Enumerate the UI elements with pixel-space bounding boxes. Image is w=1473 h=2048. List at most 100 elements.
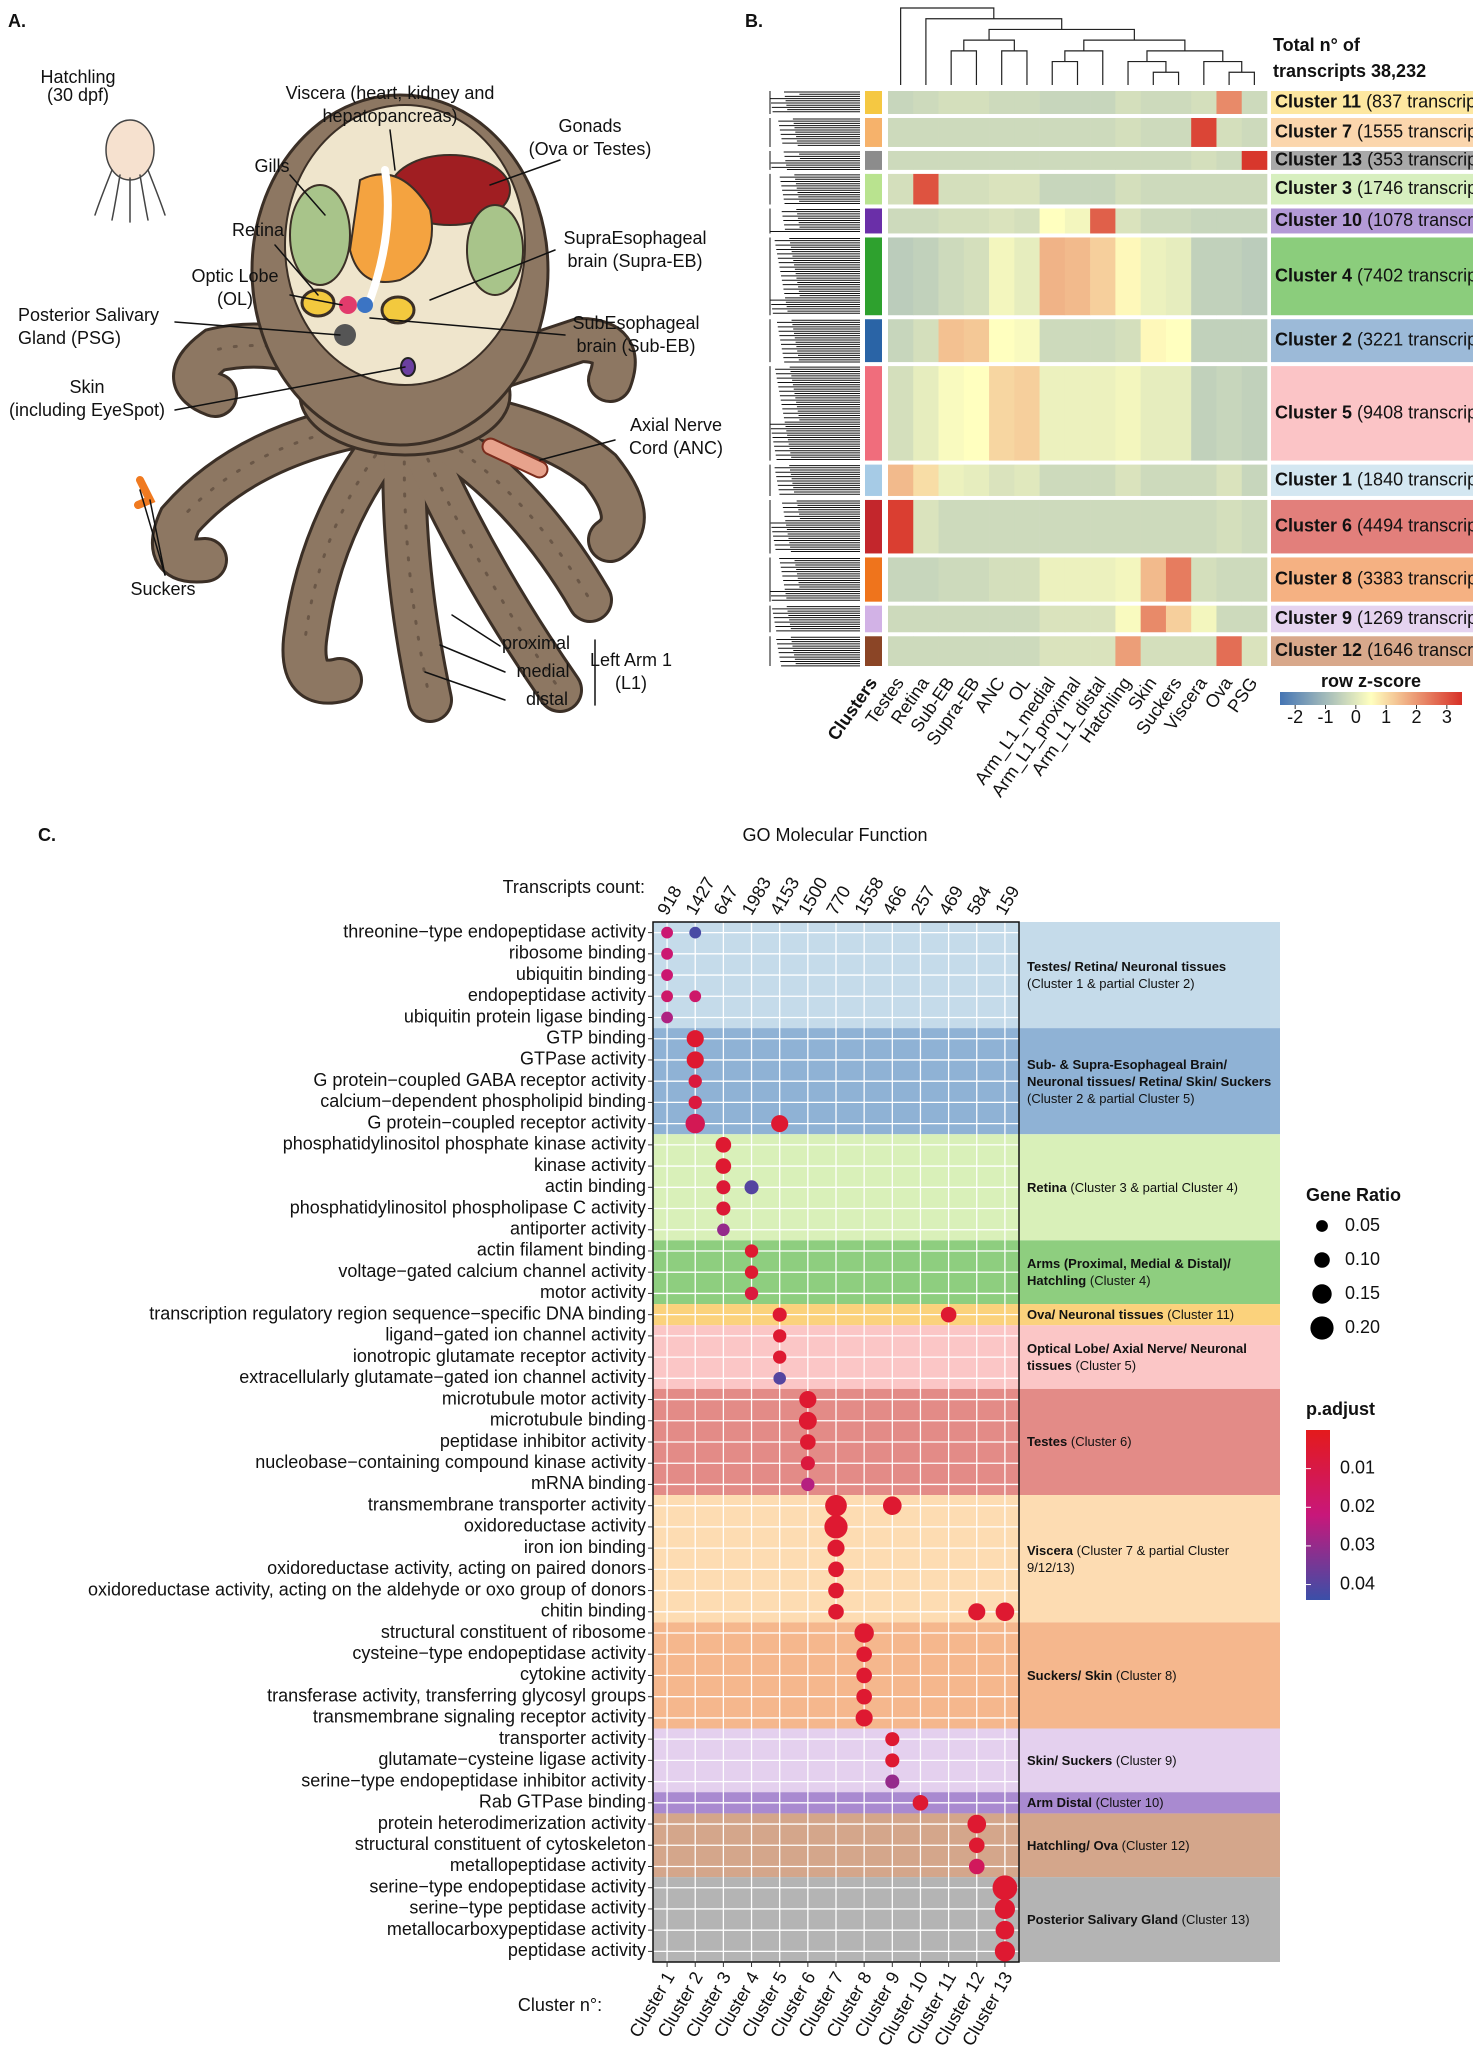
transcript-count: 469	[935, 882, 967, 918]
cluster-label: Cluster 12 (1646 transcripts)	[1275, 640, 1473, 660]
dot	[828, 1582, 844, 1599]
heatmap-cell	[1039, 636, 1066, 666]
colorbar-tick-label: 3	[1442, 707, 1452, 727]
heatmap-cell	[1216, 605, 1243, 633]
y-tick-label: glutamate−cysteine ligase activity	[378, 1749, 646, 1769]
heatmap-cell	[1115, 237, 1141, 316]
dot	[772, 1307, 787, 1322]
heatmap-cell	[963, 605, 990, 633]
legend-label: 0.15	[1345, 1283, 1380, 1303]
group-band	[653, 1877, 1280, 1962]
heatmap-cell	[1140, 208, 1167, 234]
legend-title: p.adjust	[1306, 1399, 1375, 1419]
cluster-label: Cluster 1 (1840 transcripts)	[1275, 469, 1473, 489]
dot	[885, 1753, 900, 1768]
heatmap-cell	[1241, 557, 1268, 602]
heatmap-cell	[1115, 208, 1141, 234]
heatmap-cell	[989, 605, 1015, 633]
heatmap-cell	[1165, 117, 1192, 147]
cluster-name: Cluster 7	[1275, 121, 1352, 141]
dot	[885, 1732, 900, 1747]
heatmap-cell	[1064, 117, 1091, 147]
heatmap-cell	[1014, 605, 1040, 633]
dot	[799, 1390, 817, 1409]
annotation: (L1)	[615, 673, 647, 693]
heatmap-cell	[1064, 499, 1091, 554]
colorbar	[1306, 1430, 1330, 1600]
dendrogram	[900, 7, 995, 85]
cluster-name: Cluster 11	[1275, 91, 1361, 111]
heatmap-cell	[1014, 208, 1040, 234]
cluster-count: (1078 transcripts)	[1367, 210, 1473, 230]
heatmap-cell	[989, 464, 1015, 496]
annotation: (Ova or Testes)	[529, 139, 652, 159]
heatmap-cell	[1014, 499, 1040, 554]
heatmap-cell	[1241, 464, 1268, 496]
heatmap-cell	[1039, 117, 1066, 147]
heatmap-cell	[1115, 605, 1141, 633]
dot	[828, 1561, 844, 1578]
heatmap-cell	[963, 319, 990, 363]
cluster-label: Cluster 5 (9408 transcripts)	[1275, 402, 1473, 422]
group-title: Ova/ Neuronal tissues	[1027, 1307, 1164, 1323]
group-subtitle: (Cluster 9)	[1115, 1752, 1177, 1768]
annotation: Retina	[232, 220, 285, 240]
heatmap-cell	[1090, 366, 1116, 461]
heatmap-cell	[888, 605, 914, 633]
heatmap-cell	[1064, 208, 1091, 234]
heatmap-cell	[1241, 366, 1268, 461]
heatmap-cell	[938, 150, 965, 170]
legend-title: Gene Ratio	[1306, 1185, 1401, 1205]
legend-label: 0.05	[1345, 1215, 1380, 1235]
dot	[661, 1011, 673, 1024]
y-tick-label: voltage−gated calcium channel activity	[338, 1261, 646, 1281]
heatmap-cell	[1241, 319, 1268, 363]
cluster-bar	[865, 150, 882, 170]
heatmap-cell	[989, 636, 1015, 666]
dot	[825, 1494, 847, 1517]
group-subtitle: (Cluster 3 & partial Cluster 4)	[1070, 1179, 1238, 1195]
group-subtitle: (Cluster 10)	[1095, 1795, 1164, 1811]
heatmap-cell	[1014, 557, 1040, 602]
heatmap-cell	[1241, 117, 1268, 147]
annotation: SupraEsophageal	[563, 228, 706, 248]
heatmap-cell	[1140, 366, 1167, 461]
cluster-label: Cluster 6 (4494 transcripts)	[1275, 515, 1473, 535]
y-tick-label: protein heterodimerization activity	[378, 1813, 646, 1833]
heatmap-cell	[989, 319, 1015, 363]
heatmap-cell	[1241, 91, 1268, 114]
heatmap-cell	[1014, 319, 1040, 363]
heatmap-cell	[1090, 91, 1116, 114]
cluster-label-box	[1271, 150, 1473, 170]
y-tick-label: oxidoreductase activity, acting on the a…	[88, 1579, 646, 1599]
group-label: Viscera (Cluster 7 & partial Cluster 9/1…	[1021, 1495, 1280, 1622]
heatmap-cell	[989, 557, 1015, 602]
annotation: Hatchling	[40, 67, 115, 87]
cluster-label-box	[1271, 464, 1473, 496]
annotation: brain (Sub-EB)	[576, 336, 695, 356]
y-tick-label: endopeptidase activity	[468, 985, 646, 1005]
cluster-name: Cluster 9	[1275, 608, 1352, 628]
heatmap-cell	[1165, 91, 1192, 114]
colorbar-tick-label: 0.04	[1340, 1573, 1375, 1593]
group-subtitle: (Cluster 11)	[1167, 1307, 1235, 1323]
heatmap-cell	[1191, 319, 1217, 363]
cluster-count: (353 transcripts)	[1367, 149, 1473, 169]
cluster-label-box	[1271, 319, 1473, 363]
heatmap-cell	[888, 91, 914, 114]
annotation: Optic Lobe	[191, 266, 278, 286]
heatmap-cell	[963, 499, 990, 554]
cluster-bar	[865, 636, 882, 666]
cluster-count: (9408 transcripts)	[1357, 402, 1473, 422]
heatmap-cell	[1165, 499, 1192, 554]
legend-label: 0.20	[1345, 1317, 1380, 1337]
heatmap-cell	[938, 605, 965, 633]
cluster-label-box	[1271, 91, 1473, 114]
heatmap-cell	[1140, 117, 1167, 147]
arm-segment-label: distal	[526, 689, 568, 709]
y-tick-label: nucleobase−containing compound kinase ac…	[255, 1452, 646, 1472]
y-tick-label: serine−type peptidase activity	[409, 1898, 646, 1918]
group-label: Arm Distal (Cluster 10)	[1021, 1792, 1280, 1813]
transcript-count: 1500	[794, 874, 831, 919]
cluster-name: Cluster 13	[1275, 149, 1362, 169]
